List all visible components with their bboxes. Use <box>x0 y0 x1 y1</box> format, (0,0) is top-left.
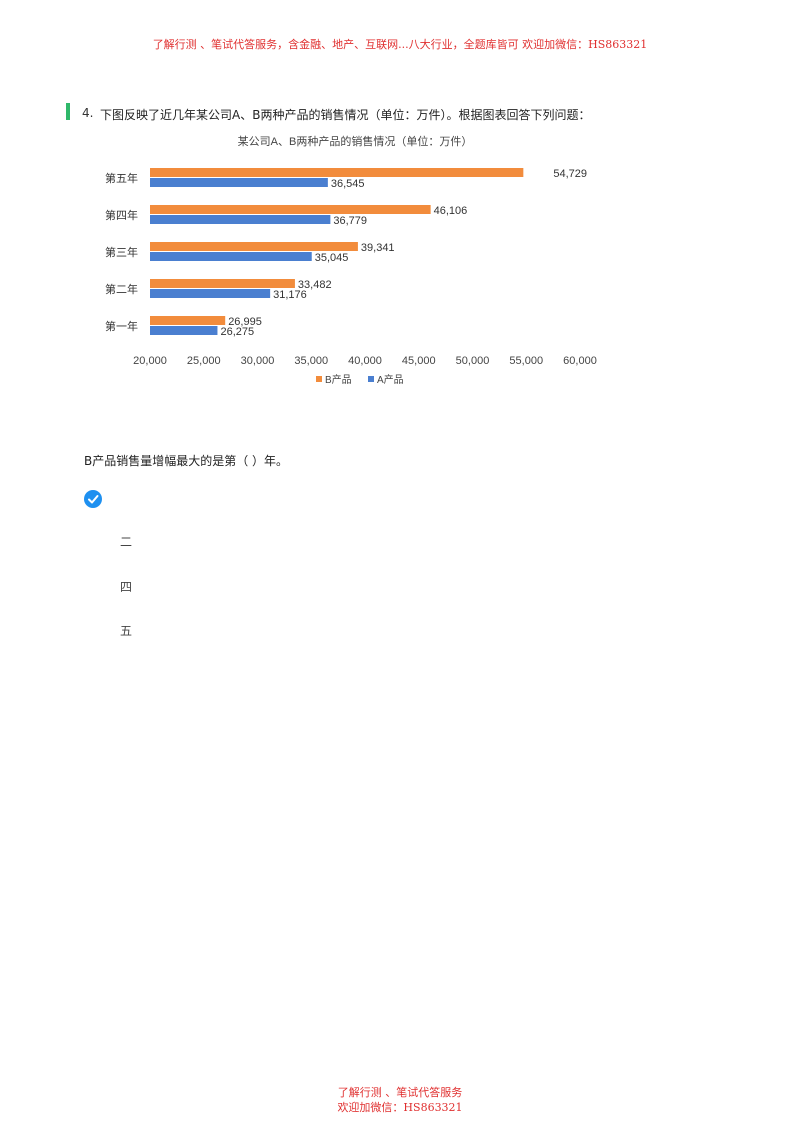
option-2[interactable]: 四 <box>120 580 133 594</box>
x-tick-label: 60,000 <box>563 355 597 367</box>
question-number: 4. <box>82 106 94 120</box>
chart-title: 某公司A、B两种产品的销售情况（单位：万件） <box>238 134 473 148</box>
data-label: 26,275 <box>220 326 254 338</box>
legend-swatch <box>316 376 322 382</box>
data-label: 33,482 <box>298 279 332 291</box>
x-tick-label: 40,000 <box>348 355 382 367</box>
bar-b-2 <box>150 205 431 214</box>
data-label: 35,045 <box>315 252 349 264</box>
x-tick-label: 20,000 <box>133 355 167 367</box>
option-1[interactable]: 二 <box>120 535 133 549</box>
chart-svg: 某公司A、B两种产品的销售情况（单位：万件） 第五年 54,729 36,545 第四年… <box>105 134 597 386</box>
bar-b-1 <box>150 168 524 177</box>
sales-chart: 某公司A、B两种产品的销售情况（单位：万件） 第五年 54,729 36,545 第四年… <box>90 128 620 390</box>
x-tick-label: 55,000 <box>509 355 543 367</box>
x-tick-label: 35,000 <box>294 355 328 367</box>
footer-line-1: 了解行测 、笔试代答服务 <box>337 1086 463 1099</box>
x-tick-label: 50,000 <box>456 355 490 367</box>
x-tick-label: 25,000 <box>187 355 221 367</box>
bar-a-4 <box>150 289 271 298</box>
footer-banner: 了解行测 、笔试代答服务 欢迎加微信：HS863321 <box>0 1085 800 1115</box>
category-label: 第一年 <box>105 319 138 333</box>
bar-a-5 <box>150 326 218 335</box>
x-tick-label: 45,000 <box>402 355 436 367</box>
category-label: 第三年 <box>105 245 138 259</box>
sub-question: B产品销售量增幅最大的是第（ ）年。 <box>84 454 289 468</box>
data-label: 46,106 <box>434 205 468 217</box>
category-label: 第二年 <box>105 282 138 296</box>
bar-b-3 <box>150 242 358 251</box>
category-label: 第四年 <box>105 208 138 222</box>
data-label: 26,995 <box>228 316 262 328</box>
bar-b-4 <box>150 279 295 288</box>
bar-a-2 <box>150 215 331 224</box>
x-tick-label: 30,000 <box>241 355 275 367</box>
question-text: 下图反映了近几年某公司A、B两种产品的销售情况（单位：万件）。根据图表回答下列问… <box>100 108 591 122</box>
question-accent-bar <box>66 103 70 120</box>
bar-a-1 <box>150 178 328 187</box>
check-circle-icon <box>84 490 102 508</box>
footer-line-2: 欢迎加微信：HS863321 <box>337 1101 463 1114</box>
bar-b-5 <box>150 316 226 325</box>
option-3[interactable]: 五 <box>120 624 133 638</box>
data-label: 54,729 <box>553 168 587 180</box>
data-label: 31,176 <box>273 289 307 301</box>
category-label: 第五年 <box>105 171 138 185</box>
header-banner: 了解行测 、笔试代答服务，含金融、地产、互联网...八大行业，全题库皆可 欢迎加… <box>152 38 648 51</box>
data-label: 36,545 <box>331 178 365 190</box>
data-label: 36,779 <box>333 215 367 227</box>
data-label: 39,341 <box>361 242 395 254</box>
bar-a-3 <box>150 252 312 261</box>
legend-swatch <box>368 376 374 382</box>
legend-label: A产品 <box>377 373 404 386</box>
legend-label: B产品 <box>325 373 352 386</box>
